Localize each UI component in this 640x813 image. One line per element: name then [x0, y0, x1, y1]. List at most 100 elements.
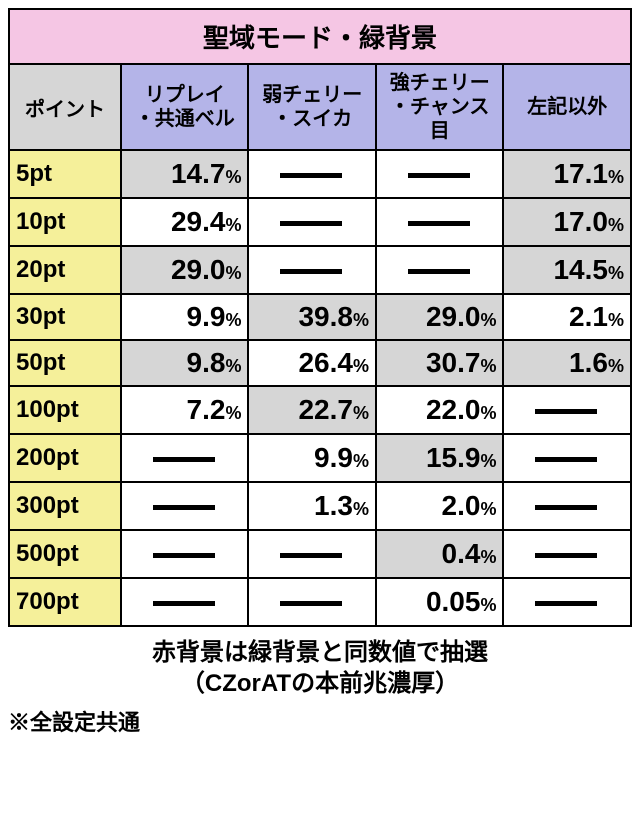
percent-sign: % [225, 356, 241, 376]
percent-sign: % [353, 356, 369, 376]
table-cell: 30.7% [376, 340, 504, 386]
table-cell: 15.9% [376, 434, 504, 482]
table-title: 聖域モード・緑背景 [9, 9, 631, 64]
percent-sign: % [608, 310, 624, 330]
percent-sign: % [608, 263, 624, 283]
cell-number: 22.7 [298, 394, 353, 425]
percent-sign: % [480, 310, 496, 330]
table-cell [121, 530, 249, 578]
table-cell: 7.2% [121, 386, 249, 434]
row-label: 700pt [9, 578, 121, 626]
table-cell [248, 198, 376, 246]
table-cell [503, 434, 631, 482]
cell-number: 26.4 [298, 347, 353, 378]
percent-sign: % [480, 595, 496, 615]
table-cell [121, 434, 249, 482]
percent-sign: % [225, 263, 241, 283]
row-label: 50pt [9, 340, 121, 386]
table-cell [121, 578, 249, 626]
table-cell [248, 246, 376, 294]
percent-sign: % [608, 167, 624, 187]
percent-sign: % [353, 403, 369, 423]
table-cell: 0.05% [376, 578, 504, 626]
table-row: 300pt1.3%2.0% [9, 482, 631, 530]
cell-number: 29.0 [171, 254, 226, 285]
row-label: 300pt [9, 482, 121, 530]
table-cell [248, 530, 376, 578]
note-center-line-2: （CZorATの本前兆濃厚） [181, 670, 459, 697]
table-cell [503, 530, 631, 578]
percent-sign: % [480, 499, 496, 519]
table-cell: 29.4% [121, 198, 249, 246]
note-center-line-1: 赤背景は緑背景と同数値で抽選 [152, 639, 488, 666]
cell-number: 9.9 [187, 301, 226, 332]
table-row: 500pt 0.4% [9, 530, 631, 578]
cell-number: 0.05 [426, 586, 481, 617]
header-col-1: リプレイ ・共通ベル [121, 64, 249, 150]
table-cell: 1.3% [248, 482, 376, 530]
table-cell: 14.5% [503, 246, 631, 294]
table-cell: 17.1% [503, 150, 631, 198]
percent-sign: % [225, 403, 241, 423]
cell-number: 0.4 [442, 538, 481, 569]
row-label: 20pt [9, 246, 121, 294]
table-cell: 1.6% [503, 340, 631, 386]
percent-sign: % [353, 499, 369, 519]
header-col-2: 弱チェリー ・スイカ [248, 64, 376, 150]
table-cell [503, 386, 631, 434]
percent-sign: % [353, 310, 369, 330]
cell-number: 15.9 [426, 442, 481, 473]
table-row: 5pt14.7%17.1% [9, 150, 631, 198]
row-label: 5pt [9, 150, 121, 198]
cell-number: 22.0 [426, 394, 481, 425]
cell-number: 7.2 [187, 394, 226, 425]
table-row: 20pt29.0%14.5% [9, 246, 631, 294]
cell-number: 1.6 [569, 347, 608, 378]
percent-sign: % [480, 403, 496, 423]
cell-number: 30.7 [426, 347, 481, 378]
header-col-3-line-2: ・チャンス目 [390, 96, 489, 142]
cell-number: 2.1 [569, 301, 608, 332]
table-cell [121, 482, 249, 530]
table-cell: 29.0% [376, 294, 504, 340]
table-cell: 22.7% [248, 386, 376, 434]
table-cell: 0.4% [376, 530, 504, 578]
row-label: 500pt [9, 530, 121, 578]
table-cell: 2.0% [376, 482, 504, 530]
table-row: 10pt29.4%17.0% [9, 198, 631, 246]
header-col-1-line-2: ・共通ベル [135, 108, 235, 130]
table-cell: 9.9% [248, 434, 376, 482]
row-label: 10pt [9, 198, 121, 246]
percent-sign: % [480, 547, 496, 567]
cell-number: 2.0 [442, 490, 481, 521]
percent-sign: % [225, 310, 241, 330]
percent-sign: % [480, 451, 496, 471]
table-cell: 26.4% [248, 340, 376, 386]
probability-table: 聖域モード・緑背景 ポイント リプレイ ・共通ベル 弱チェリー ・スイカ 強チェ… [8, 8, 632, 627]
header-col-3: 強チェリー ・チャンス目 [376, 64, 504, 150]
table-cell [503, 482, 631, 530]
cell-number: 17.0 [553, 206, 608, 237]
cell-number: 17.1 [553, 158, 608, 189]
header-col-4: 左記以外 [503, 64, 631, 150]
note-left: ※全設定共通 [8, 705, 632, 737]
table-row: 50pt9.8%26.4%30.7%1.6% [9, 340, 631, 386]
percent-sign: % [608, 356, 624, 376]
table-cell: 39.8% [248, 294, 376, 340]
row-label: 100pt [9, 386, 121, 434]
cell-number: 14.5 [553, 254, 608, 285]
cell-number: 9.9 [314, 442, 353, 473]
row-label: 200pt [9, 434, 121, 482]
table-cell: 9.8% [121, 340, 249, 386]
table-cell: 17.0% [503, 198, 631, 246]
cell-number: 29.4 [171, 206, 226, 237]
table-cell [248, 150, 376, 198]
table-row: 30pt9.9%39.8%29.0%2.1% [9, 294, 631, 340]
cell-number: 29.0 [426, 301, 481, 332]
header-col-2-line-1: 弱チェリー [262, 84, 362, 106]
table-cell [376, 198, 504, 246]
table-cell [503, 578, 631, 626]
percent-sign: % [480, 356, 496, 376]
percent-sign: % [608, 215, 624, 235]
table-cell [376, 150, 504, 198]
